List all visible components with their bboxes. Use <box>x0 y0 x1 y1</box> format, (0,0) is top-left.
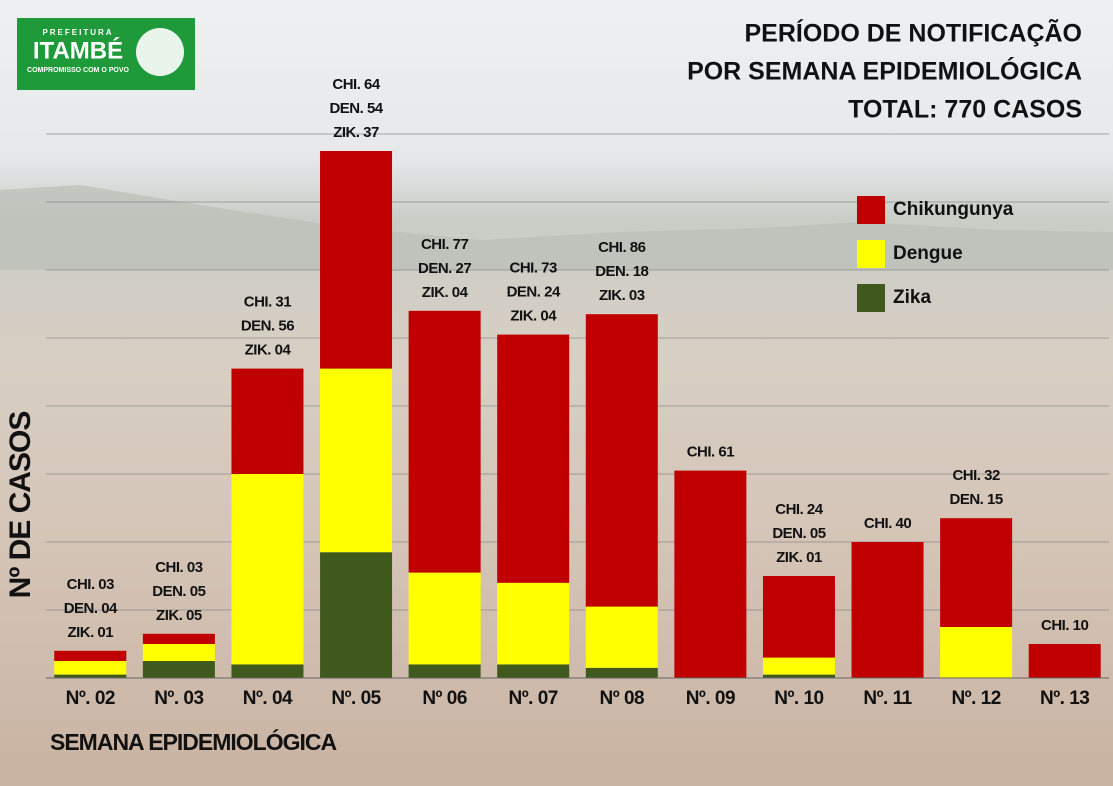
value-label: CHI. 03 <box>67 576 115 593</box>
bar-segment <box>408 664 481 678</box>
value-label: ZIK. 04 <box>245 342 292 359</box>
value-label: ZIK. 37 <box>333 124 379 141</box>
logo-motto: COMPROMISSO COM O POVO <box>27 67 129 74</box>
bar-segment <box>585 606 658 668</box>
value-label: DEN. 15 <box>950 491 1003 508</box>
value-label: DEN. 05 <box>152 583 205 600</box>
x-tick-label: Nº. 12 <box>951 688 1000 709</box>
value-label: ZIK. 03 <box>599 287 645 304</box>
chart-title: TOTAL: 770 CASOS <box>848 96 1082 124</box>
legend-swatch <box>857 284 885 312</box>
bar-segment <box>851 542 924 678</box>
x-tick-label: Nº. 07 <box>509 688 558 709</box>
y-axis-label: Nº DE CASOS <box>4 412 37 599</box>
x-tick-label: Nº. 09 <box>686 688 735 709</box>
bar-segment <box>320 368 393 553</box>
value-label: ZIK. 04 <box>510 308 557 325</box>
value-label: ZIK. 01 <box>776 549 822 566</box>
bar-segment <box>408 310 481 573</box>
legend-label: Chikungunya <box>893 199 1014 220</box>
value-label: CHI. 77 <box>421 236 469 253</box>
x-tick-label: Nº. 04 <box>243 688 293 709</box>
value-label: ZIK. 05 <box>156 607 202 624</box>
value-label: CHI. 86 <box>598 239 646 256</box>
bar-segment <box>497 582 570 665</box>
bar-segment <box>54 661 127 675</box>
value-label: DEN. 56 <box>241 318 294 335</box>
bar-segment <box>762 576 835 658</box>
legend-swatch <box>857 240 885 268</box>
bar-segment <box>54 674 127 678</box>
bar-segment <box>408 572 481 665</box>
value-label: DEN. 54 <box>329 100 383 117</box>
chart-title: PERÍODO DE NOTIFICAÇÃO <box>744 18 1082 48</box>
value-label: CHI. 40 <box>864 515 912 532</box>
bar-segment <box>940 518 1013 627</box>
legend-label: Zika <box>893 287 931 308</box>
x-tick-label: Nº. 13 <box>1040 688 1089 709</box>
bar-segment <box>497 334 570 583</box>
bar-segment <box>320 151 393 369</box>
logo: PREFEITURA ITAMBÉ COMPROMISSO COM O POVO <box>17 18 195 90</box>
logo-name: ITAMBÉ <box>33 36 123 64</box>
value-label: ZIK. 01 <box>67 624 113 641</box>
logo-top: PREFEITURA <box>42 28 113 37</box>
bar-segment <box>585 667 658 678</box>
value-label: CHI. 32 <box>952 467 1000 484</box>
legend-swatch <box>857 196 885 224</box>
logo-emblem <box>136 28 184 76</box>
bar-segment <box>940 627 1013 678</box>
bar-segment <box>320 552 393 678</box>
value-label: DEN. 05 <box>772 525 825 542</box>
value-label: DEN. 24 <box>507 284 561 301</box>
x-tick-label: Nº. 10 <box>774 688 823 709</box>
chart-title: POR SEMANA EPIDEMIOLÓGICA <box>687 56 1082 86</box>
bar-segment <box>142 661 215 678</box>
value-label: DEN. 18 <box>595 263 648 280</box>
value-label: CHI. 10 <box>1041 617 1089 634</box>
bar-segment <box>142 644 215 661</box>
bar-segment <box>497 664 570 678</box>
value-label: ZIK. 04 <box>422 284 469 301</box>
x-tick-label: Nº. 05 <box>331 688 381 709</box>
bar-segment <box>54 650 127 661</box>
value-label: DEN. 27 <box>418 260 471 277</box>
bar-segment <box>231 368 304 474</box>
bar-segment <box>762 657 835 675</box>
bar-segment <box>585 314 658 607</box>
bar-segment <box>762 674 835 678</box>
x-tick-label: Nº. 03 <box>154 688 203 709</box>
hills <box>0 185 1113 270</box>
bar-segment <box>231 664 304 678</box>
x-tick-label: Nº 08 <box>600 688 645 709</box>
value-label: DEN. 04 <box>64 600 118 617</box>
legend-label: Dengue <box>893 243 963 264</box>
value-label: CHI. 61 <box>687 444 735 461</box>
x-tick-label: Nº. 02 <box>66 688 115 709</box>
value-label: CHI. 24 <box>775 501 824 518</box>
x-tick-label: Nº 06 <box>422 688 467 709</box>
bar-segment <box>231 474 304 665</box>
value-label: CHI. 73 <box>510 260 558 277</box>
bar-segment <box>1028 644 1101 678</box>
value-label: CHI. 64 <box>332 76 381 93</box>
value-label: CHI. 31 <box>244 294 292 311</box>
x-axis-label: SEMANA EPIDEMIOLÓGICA <box>50 728 336 755</box>
value-label: CHI. 03 <box>155 559 203 576</box>
bar-segment <box>674 470 747 678</box>
bar-segment <box>142 633 215 644</box>
x-tick-label: Nº. 11 <box>863 688 912 709</box>
